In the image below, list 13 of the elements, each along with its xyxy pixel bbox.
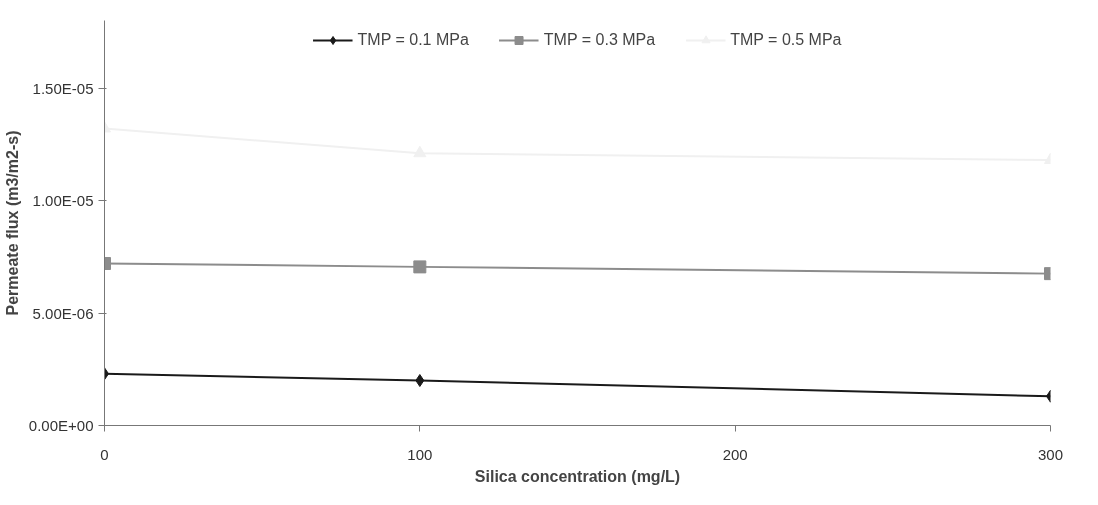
x-tick-label: 300 bbox=[1037, 445, 1064, 463]
legend-label: TMP = 0.1 MPa bbox=[357, 31, 469, 49]
y-tick-label: 0.00E+00 bbox=[28, 417, 94, 434]
y-tick-label: 1.50E-05 bbox=[32, 79, 94, 97]
x-tick-label: 200 bbox=[722, 445, 748, 463]
x-tick-label: 0 bbox=[100, 445, 109, 463]
x-axis-title: Silica concentration (mg/L) bbox=[474, 467, 681, 485]
y-axis-title: Permeate flux (m3/m2-s) bbox=[3, 130, 21, 316]
legend-label: TMP = 0.3 MPa bbox=[543, 31, 656, 49]
y-tick-label: 1.00E-05 bbox=[32, 192, 94, 209]
legend-label: TMP = 0.5 MPa bbox=[730, 31, 842, 49]
y-tick-label: 5.00E-06 bbox=[32, 304, 94, 322]
x-tick-label: 100 bbox=[407, 445, 433, 463]
